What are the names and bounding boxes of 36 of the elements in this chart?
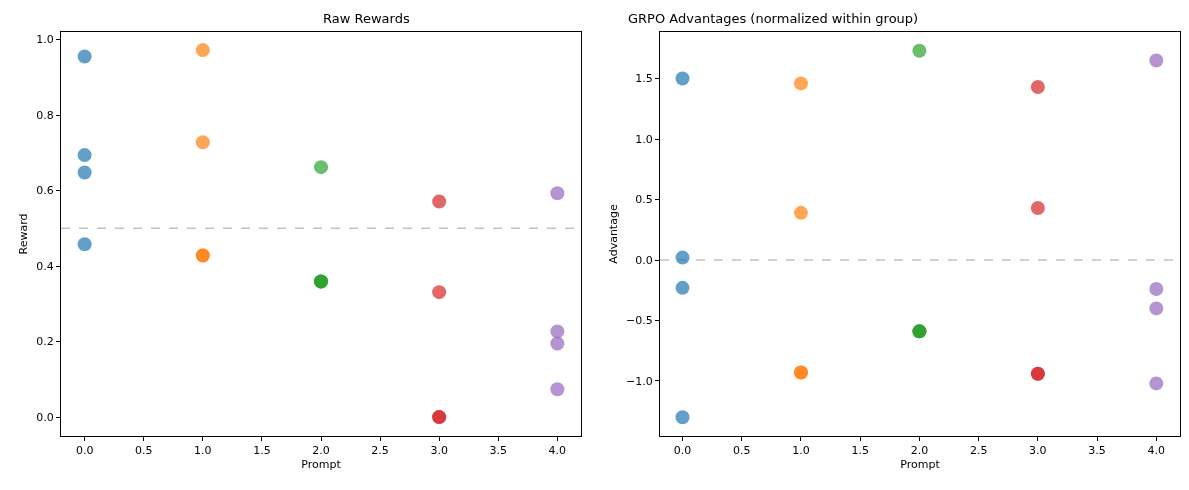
y-tick-label: −1.0 xyxy=(626,374,653,388)
chart-title: GRPO Advantages (normalized within group) xyxy=(628,11,919,26)
x-tick-label: 0.0 xyxy=(75,444,94,458)
x-tick-label: 0.5 xyxy=(732,444,751,458)
x-tick-label: 2.0 xyxy=(312,444,330,458)
x-tick-label: 1.5 xyxy=(253,444,271,458)
x-tick-label: 4.0 xyxy=(548,444,567,458)
y-tick-label: 0.4 xyxy=(36,259,54,273)
y-tick-label: 0.0 xyxy=(635,253,653,267)
x-tick-label: 1.5 xyxy=(851,444,869,458)
x-axis-title: Prompt xyxy=(301,458,342,472)
x-tick-label: 2.5 xyxy=(969,444,988,458)
x-tick-label: 4.0 xyxy=(1147,444,1166,458)
x-tick-label: 3.5 xyxy=(1088,444,1106,458)
x-axis-title: Prompt xyxy=(900,458,941,472)
y-tick-label: 1.0 xyxy=(635,132,653,146)
x-tick-label: 1.0 xyxy=(792,444,810,458)
chart-title: Raw Rewards xyxy=(323,11,410,26)
y-tick-label: 0.8 xyxy=(36,108,54,122)
y-tick-label: 0.0 xyxy=(36,410,54,424)
y-tick-label: 0.2 xyxy=(36,335,54,349)
x-tick-label: 3.0 xyxy=(430,444,448,458)
x-tick-label: 2.0 xyxy=(910,444,929,458)
y-tick-label: 1.5 xyxy=(635,72,653,86)
x-tick-label: 1.0 xyxy=(194,444,212,458)
y-tick-label: −0.5 xyxy=(626,314,653,328)
x-tick-label: 2.5 xyxy=(371,444,389,458)
x-tick-label: 0.0 xyxy=(673,444,692,458)
x-tick-label: 3.5 xyxy=(489,444,508,458)
x-tick-label: 3.0 xyxy=(1029,444,1047,458)
y-tick-label: 0.5 xyxy=(635,193,653,207)
y-tick-label: 0.6 xyxy=(36,184,54,198)
y-axis-title: Reward xyxy=(16,213,30,255)
y-axis-title: Advantage xyxy=(606,204,620,264)
x-tick-label: 0.5 xyxy=(134,444,153,458)
y-tick-label: 1.0 xyxy=(36,33,54,47)
